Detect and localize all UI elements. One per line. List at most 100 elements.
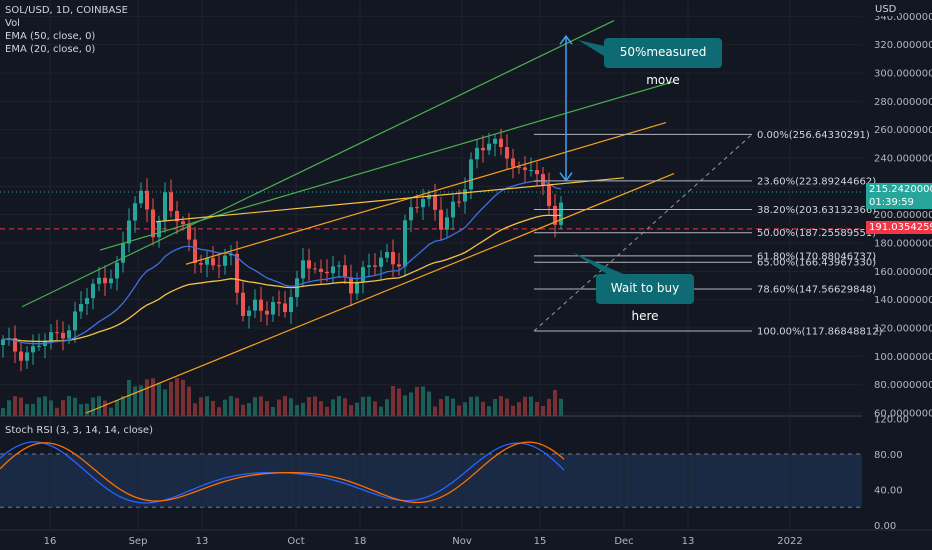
candle-body xyxy=(199,263,203,265)
volume-bar xyxy=(331,399,335,416)
volume-bar xyxy=(55,407,59,416)
candle-body xyxy=(307,260,311,269)
orange-channel-lower xyxy=(85,173,675,414)
candle-body xyxy=(385,251,389,258)
time-axis-label: 2022 xyxy=(777,536,802,547)
stoch-axis-label: 80.00 xyxy=(874,450,903,461)
fib-level-label: 65.00%(166.43967330) xyxy=(757,258,876,269)
candle-body xyxy=(469,159,473,190)
candle-body xyxy=(547,184,551,206)
measured-move-callout[interactable]: 50%measured move xyxy=(604,38,722,87)
volume-bar xyxy=(259,396,263,416)
price-axis-label: 200.00000000 xyxy=(874,210,932,221)
candle-body xyxy=(253,299,257,311)
symbol-legend: SOL/USD, 1D, COINBASE Vol EMA (50, close… xyxy=(5,4,128,56)
ema20-line xyxy=(2,180,562,345)
volume-bar xyxy=(157,382,161,416)
volume-bar xyxy=(19,397,23,416)
candle-body xyxy=(409,207,413,221)
volume-bar xyxy=(325,406,329,416)
candle-body xyxy=(97,277,101,284)
candle-body xyxy=(145,190,149,210)
wait-to-buy-callout[interactable]: Wait to buy here xyxy=(596,274,694,323)
volume-bar xyxy=(385,399,389,416)
volume-bar xyxy=(367,396,371,416)
candle-body xyxy=(217,265,221,267)
ema50-legend: EMA (50, close, 0) xyxy=(5,31,96,42)
price-axis-label: 60.00000000 xyxy=(874,409,932,420)
volume-bar xyxy=(37,397,41,416)
volume-bar xyxy=(343,398,347,416)
price-axis-label: 80.00000000 xyxy=(874,380,932,391)
candle-body xyxy=(535,169,539,175)
candle-body xyxy=(277,302,281,304)
volume-bar xyxy=(475,396,479,416)
fib-level-label: 50.00%(187.25589551) xyxy=(757,228,876,239)
fib-level-label: 38.20%(203.63132366) xyxy=(757,205,876,216)
volume-bar xyxy=(361,397,365,416)
volume-bar xyxy=(373,401,377,416)
candle-body xyxy=(331,266,335,274)
price-axis-label: 340.00000000 xyxy=(874,12,932,23)
candle-body xyxy=(181,221,185,225)
volume-bar xyxy=(169,381,173,416)
volume-bar xyxy=(271,406,275,416)
volume-bar xyxy=(43,396,47,416)
volume-bar xyxy=(121,396,125,416)
candle-body xyxy=(511,158,515,167)
volume-bar xyxy=(145,379,149,416)
candle-body xyxy=(205,258,209,265)
volume-bar xyxy=(61,400,65,416)
volume-bar xyxy=(535,401,539,416)
candle-body xyxy=(355,281,359,294)
candle-body xyxy=(265,310,269,315)
volume-bar xyxy=(85,403,89,416)
volume-bar xyxy=(379,406,383,416)
time-axis-label: 15 xyxy=(534,536,547,547)
candle-body xyxy=(523,167,527,171)
price-axis-label: 300.00000000 xyxy=(874,68,932,79)
volume-bar xyxy=(439,399,443,416)
volume-bar xyxy=(1,408,5,416)
candle-body xyxy=(157,221,161,238)
candle-body xyxy=(169,192,173,211)
volume-bar xyxy=(295,404,299,416)
candle-body xyxy=(235,253,239,293)
currency-label: USD xyxy=(872,3,900,16)
volume-bar xyxy=(67,396,71,416)
candle-body xyxy=(73,311,77,331)
candle-body xyxy=(271,302,275,315)
price-axis-label: 320.00000000 xyxy=(874,40,932,51)
candle-body xyxy=(451,201,455,218)
ema20-legend: EMA (20, close, 0) xyxy=(5,44,96,55)
fib-level-label: 0.00%(256.64330291) xyxy=(757,130,870,141)
volume-bar xyxy=(541,405,545,416)
candle-body xyxy=(229,253,233,256)
candle-body xyxy=(241,292,245,316)
volume-bar xyxy=(511,405,515,416)
callout-pointer-top xyxy=(578,40,604,56)
candle-body xyxy=(109,278,113,284)
volume-bar xyxy=(223,399,227,416)
stoch-axis-label: 120.00 xyxy=(874,415,909,426)
candle-body xyxy=(475,147,479,160)
volume-bar xyxy=(301,402,305,416)
time-axis-label: Dec xyxy=(614,536,633,547)
volume-bar xyxy=(13,396,17,416)
candle-body xyxy=(289,297,293,313)
candle-body xyxy=(517,166,521,168)
time-axis-label: Oct xyxy=(287,536,304,547)
candle-body xyxy=(115,262,119,279)
candle-body xyxy=(61,332,65,339)
volume-bar xyxy=(397,388,401,416)
stoch-band xyxy=(0,454,862,508)
volume-bar xyxy=(517,402,521,416)
volume-bar xyxy=(235,398,239,416)
candle-body xyxy=(283,303,287,313)
fib-diagonal xyxy=(533,134,753,332)
volume-bar xyxy=(151,378,155,416)
candle-body xyxy=(319,268,323,272)
volume-bar xyxy=(337,396,341,416)
green-channel-lower xyxy=(99,80,675,251)
